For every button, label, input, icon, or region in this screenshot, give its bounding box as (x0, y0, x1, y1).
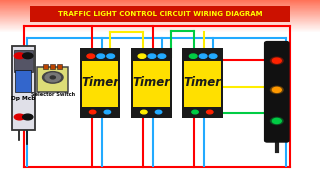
FancyBboxPatch shape (30, 6, 290, 22)
Bar (0, 3, 320, 4)
Bar (0, 25, 320, 26)
FancyBboxPatch shape (12, 46, 35, 130)
Circle shape (14, 114, 25, 120)
Circle shape (207, 110, 213, 114)
Circle shape (270, 86, 283, 93)
Bar (0, 16, 320, 17)
Circle shape (272, 87, 281, 92)
Bar (57, 64, 62, 69)
Circle shape (43, 72, 63, 83)
Bar (184, 107, 221, 117)
Bar (82, 107, 118, 117)
Text: Dp Mcb: Dp Mcb (11, 96, 36, 101)
Circle shape (141, 110, 147, 114)
Bar (0, 30, 320, 31)
Bar (15, 70, 31, 92)
Bar (0, 2, 320, 3)
Bar (0, 9, 320, 10)
Bar (0, 14, 320, 15)
Bar (0, 22, 320, 23)
Bar (0, 6, 320, 7)
Bar (0, 5, 320, 6)
Circle shape (45, 73, 60, 82)
FancyBboxPatch shape (182, 48, 223, 118)
Bar (0, 29, 320, 30)
Bar (184, 49, 221, 61)
Bar (0, 11, 320, 12)
Text: Selector Switch: Selector Switch (31, 92, 75, 97)
Text: Timer: Timer (81, 76, 119, 89)
Bar (0, 20, 320, 21)
Bar (0, 17, 320, 18)
Circle shape (272, 118, 281, 123)
Circle shape (148, 54, 156, 58)
Bar (133, 49, 170, 61)
Bar (0, 27, 320, 28)
Bar (82, 49, 118, 61)
Bar (0, 24, 320, 25)
Circle shape (138, 54, 146, 58)
Circle shape (23, 53, 33, 59)
Bar (14, 50, 33, 72)
Circle shape (209, 54, 217, 58)
FancyBboxPatch shape (184, 49, 221, 117)
Circle shape (104, 110, 111, 114)
Bar (0, 15, 320, 16)
Bar (0, 4, 320, 5)
Bar (0, 12, 320, 13)
Bar (0, 7, 320, 8)
Circle shape (199, 54, 207, 58)
Bar (0, 0, 320, 1)
Text: Timer: Timer (183, 76, 221, 89)
FancyBboxPatch shape (37, 67, 68, 92)
Bar (0, 26, 320, 27)
Bar (0, 10, 320, 11)
Bar (0, 31, 320, 32)
Circle shape (50, 76, 55, 79)
FancyBboxPatch shape (131, 48, 172, 118)
Circle shape (189, 54, 197, 58)
Bar (0, 28, 320, 29)
Circle shape (272, 58, 281, 63)
Circle shape (23, 114, 33, 120)
Circle shape (87, 54, 95, 58)
Bar (0, 19, 320, 20)
Circle shape (156, 110, 162, 114)
Bar (0, 13, 320, 14)
FancyBboxPatch shape (265, 42, 289, 142)
Bar (133, 107, 170, 117)
Bar (0, 1, 320, 2)
Circle shape (270, 117, 283, 125)
Circle shape (14, 53, 25, 59)
FancyBboxPatch shape (80, 48, 120, 118)
Bar (0, 8, 320, 9)
Circle shape (89, 110, 96, 114)
FancyBboxPatch shape (82, 49, 118, 117)
Circle shape (270, 57, 283, 64)
Bar (0, 21, 320, 22)
Bar (43, 64, 48, 69)
Bar (0, 18, 320, 19)
Circle shape (192, 110, 198, 114)
Text: Timer: Timer (132, 76, 170, 89)
Bar (50, 64, 55, 69)
Bar (0, 23, 320, 24)
FancyBboxPatch shape (133, 49, 170, 117)
Circle shape (158, 54, 166, 58)
Text: TRAFFIC LIGHT CONTROL CIRCUIT WIRING DIAGRAM: TRAFFIC LIGHT CONTROL CIRCUIT WIRING DIA… (58, 11, 262, 17)
Circle shape (107, 54, 115, 58)
Circle shape (97, 54, 105, 58)
